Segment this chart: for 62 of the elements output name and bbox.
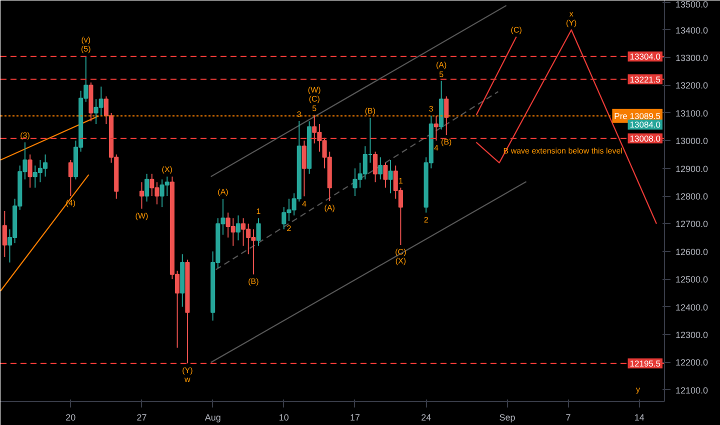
x-tick-label: 14 xyxy=(634,412,644,422)
annotation: 3 xyxy=(296,110,302,119)
ref-line-label: 13304.0 xyxy=(630,51,661,62)
annotation: (3) xyxy=(20,130,30,140)
annotation: 5 xyxy=(439,70,444,79)
annotation: (4) xyxy=(66,198,76,208)
text: 13084.0 xyxy=(630,120,661,130)
annotation: (5) xyxy=(81,44,92,54)
annotation: (A) xyxy=(218,188,229,197)
ref-line-label: Pre 13089.5 xyxy=(614,110,661,121)
annotation: (v) xyxy=(81,36,91,45)
annotation: (X) xyxy=(162,165,173,174)
y-tick-label: 12600.0 xyxy=(676,246,708,257)
ref-line-label: 13008.0 xyxy=(630,133,661,144)
ref-line-label: 12195.5 xyxy=(630,358,661,368)
annotation: (B) xyxy=(248,276,260,286)
y-tick-label: 12400.0 xyxy=(676,302,708,312)
y-tick-label: 13100.0 xyxy=(676,108,708,118)
y-tick-label: 12800.0 xyxy=(676,192,708,202)
x-tick-label: Sep xyxy=(499,412,516,422)
annotation: (B) xyxy=(441,138,452,147)
y-tick-label: 13400.0 xyxy=(676,25,708,36)
y-tick-label: 12300.0 xyxy=(676,330,708,340)
annotation: (C) xyxy=(308,94,320,104)
y-tick-label: 13500.0 xyxy=(676,0,708,10)
x-tick-label: 24 xyxy=(421,412,432,422)
annotation: 4 xyxy=(302,199,307,208)
y-tick-label: 12700.0 xyxy=(676,219,708,230)
y-tick-label: 13300.0 xyxy=(676,53,708,64)
annotation: 2 xyxy=(424,216,429,225)
annotation: 1 xyxy=(398,176,404,186)
x-tick-label: 27 xyxy=(136,412,147,422)
annotation: 2 xyxy=(286,224,292,233)
y-tick-label: 12900.0 xyxy=(676,164,708,174)
annotation: (W) xyxy=(135,211,149,220)
y-tick-label: 12100.0 xyxy=(676,385,708,396)
x-tick-label: 10 xyxy=(278,412,289,422)
annotation: (A) xyxy=(436,60,447,70)
x-tick-label: 7 xyxy=(566,412,571,422)
x-tick-label: 20 xyxy=(66,412,76,422)
annotation: 3 xyxy=(428,104,434,114)
y-tick-label: 13200.0 xyxy=(676,80,708,91)
y-tick-label: 12200.0 xyxy=(676,358,708,368)
annotation: (A) xyxy=(324,204,336,212)
annotation: x xyxy=(569,9,574,18)
x-tick-label: Aug xyxy=(204,412,221,422)
x-tick-label: 17 xyxy=(350,412,360,422)
annotation: 4 xyxy=(434,144,440,153)
y-tick-label: 12500.0 xyxy=(676,274,708,285)
annotation: 1 xyxy=(256,207,262,216)
annotation: y xyxy=(636,385,640,394)
annotation: (C) xyxy=(395,248,407,257)
annotation: (X) xyxy=(395,256,406,266)
y-tick-label: 13000.0 xyxy=(676,136,708,146)
annotation: 5 xyxy=(312,104,318,113)
ref-line-label: 13221.5 xyxy=(630,74,661,84)
annotation: (C) xyxy=(510,25,522,34)
annotation: (W) xyxy=(308,85,322,94)
annotation: w xyxy=(184,374,191,384)
annotation: (Y) xyxy=(566,18,578,28)
annotation: (Y) xyxy=(182,366,194,375)
annotation: (B) xyxy=(364,106,376,116)
